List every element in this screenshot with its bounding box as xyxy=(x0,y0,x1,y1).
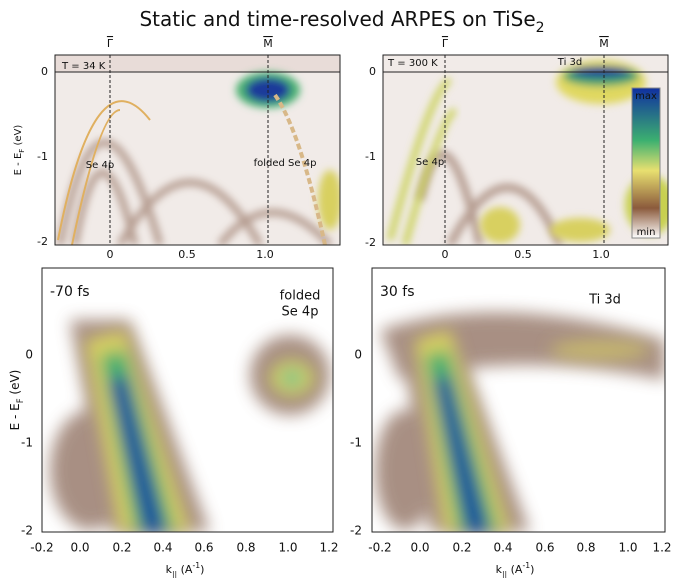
text-part: F xyxy=(15,398,25,403)
x-axis-label: k|| (A-1) xyxy=(166,561,205,578)
text-part: (A xyxy=(177,563,193,576)
panel-label: -70 fs xyxy=(50,284,90,300)
panel-label: T = 34 K xyxy=(61,61,106,72)
annotation: Ti 3d xyxy=(557,57,582,68)
text-part: E - E xyxy=(13,153,24,176)
x-tick-label: 0.4 xyxy=(153,541,172,555)
y-tick-label: -2 xyxy=(21,524,33,538)
x-tick-label: 1.0 xyxy=(592,248,610,261)
y-tick-label: -1 xyxy=(350,436,362,450)
y-tick-label: -1 xyxy=(365,150,376,163)
x-tick-label: -0.2 xyxy=(30,541,53,555)
y-axis-label: E - EF (eV) xyxy=(8,370,25,431)
arpes-map xyxy=(383,55,668,245)
x-tick-label: 0.2 xyxy=(112,541,131,555)
x-tick-label: 1.0 xyxy=(618,541,637,555)
x-tick-label: 0.4 xyxy=(493,541,512,555)
y-tick-label: -2 xyxy=(37,235,48,248)
text-part: -1 xyxy=(192,561,200,570)
symmetry-point: Γ xyxy=(442,37,449,50)
x-tick-label: 0.8 xyxy=(236,541,255,555)
x-tick-label: 0.2 xyxy=(452,541,471,555)
x-tick-label: 1.2 xyxy=(652,541,671,555)
x-tick-label: 0.6 xyxy=(194,541,213,555)
y-tick-label: -2 xyxy=(365,236,376,249)
text-part: k xyxy=(166,563,173,576)
arpes-map xyxy=(42,268,333,532)
symmetry-point: M xyxy=(263,37,273,50)
x-tick-label: 0 xyxy=(107,248,114,261)
y-tick-label: 0 xyxy=(41,65,48,78)
x-tick-label: 1.0 xyxy=(278,541,297,555)
y-tick-label: -1 xyxy=(37,150,48,163)
annotation: folded Se 4p xyxy=(254,158,317,169)
x-tick-label: -0.2 xyxy=(368,541,391,555)
y-axis-label: E - EF (eV) xyxy=(13,125,26,176)
x-tick-label: 0.0 xyxy=(410,541,429,555)
annotation: Se 4p xyxy=(416,157,444,168)
annotation: Ti 3d xyxy=(588,293,621,308)
text-part: F xyxy=(18,149,26,153)
x-tick-label: 0 xyxy=(442,248,449,261)
x-tick-label: 0.5 xyxy=(514,248,532,261)
annotation: Se 4p xyxy=(282,305,319,320)
text-part: (A xyxy=(507,563,523,576)
symmetry-point: Γ xyxy=(107,37,114,50)
figure-title: Static and time-resolved ARPES on TiSe2 xyxy=(139,7,544,37)
x-tick-label: 1.0 xyxy=(256,248,274,261)
text-part: || xyxy=(172,570,177,578)
frame xyxy=(382,54,669,246)
text-part: ) xyxy=(530,563,534,576)
colorbar-label: max xyxy=(635,91,657,102)
y-tick-label: -2 xyxy=(350,524,362,538)
annotation: Se 4p xyxy=(86,160,114,171)
panel-label: T = 300 K xyxy=(387,58,438,69)
frame xyxy=(54,54,341,246)
arpes-map xyxy=(372,268,665,532)
y-tick-label: 0 xyxy=(369,65,376,78)
text-part: || xyxy=(502,570,507,578)
arpes-map xyxy=(55,55,340,245)
colorbar-label: min xyxy=(637,227,656,238)
x-tick-label: 0.0 xyxy=(70,541,89,555)
frame xyxy=(371,267,666,533)
y-tick-label: 0 xyxy=(354,348,362,362)
text-part: (eV) xyxy=(8,370,22,399)
symmetry-point: M xyxy=(599,37,609,50)
x-tick-label: 0.6 xyxy=(535,541,554,555)
text-part: E - E xyxy=(8,403,22,430)
text-part: (eV) xyxy=(13,125,24,149)
x-axis-label: k|| (A-1) xyxy=(496,561,535,578)
x-tick-label: 0.8 xyxy=(576,541,595,555)
x-tick-label: 0.5 xyxy=(178,248,196,261)
text-part: 2 xyxy=(536,20,545,36)
text-part: Static and time-resolved ARPES on TiSe xyxy=(139,7,535,31)
panel-label: 30 fs xyxy=(380,284,415,300)
y-tick-label: 0 xyxy=(25,348,33,362)
text-part: k xyxy=(496,563,503,576)
annotation: folded xyxy=(280,289,321,304)
frame xyxy=(41,267,334,533)
y-tick-label: -1 xyxy=(21,436,33,450)
text-part: ) xyxy=(200,563,204,576)
x-tick-label: 1.2 xyxy=(319,541,338,555)
text-part: -1 xyxy=(522,561,530,570)
